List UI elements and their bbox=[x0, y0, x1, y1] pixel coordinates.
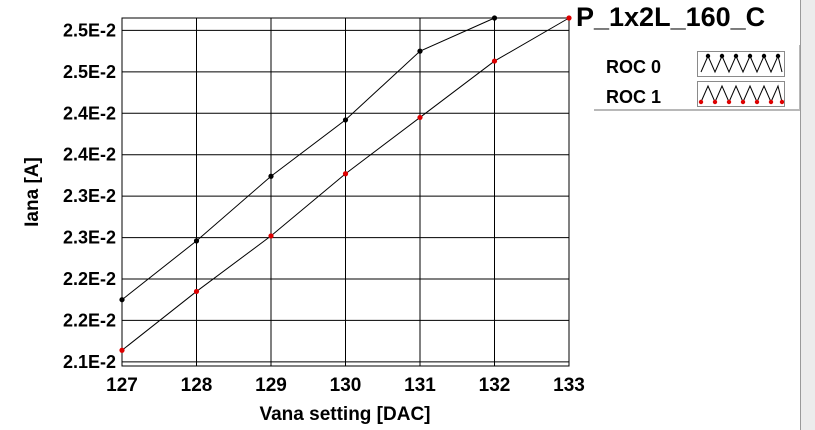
data-point-series-0 bbox=[193, 238, 200, 244]
x-tick-label: 133 bbox=[553, 375, 585, 396]
legend-swatch-roc-0 bbox=[697, 51, 785, 77]
data-point-series-0 bbox=[342, 117, 349, 123]
x-tick-label: 127 bbox=[106, 375, 138, 396]
legend-marker-0 bbox=[761, 53, 767, 59]
legend-label-roc-0: ROC 0 bbox=[606, 57, 662, 77]
legend: ROC 0 ROC 1 bbox=[594, 45, 801, 111]
legend-marker-1 bbox=[698, 99, 704, 105]
y-tick-label: 2.5E-2 bbox=[63, 20, 116, 40]
window-edge-scrollbar[interactable] bbox=[800, 0, 815, 430]
y-tick-label: 2.3E-2 bbox=[63, 186, 116, 206]
data-point-series-0 bbox=[119, 297, 125, 303]
y-tick-label: 2.2E-2 bbox=[63, 310, 116, 330]
y-tick-label: 2.2E-2 bbox=[63, 269, 116, 289]
legend-marker-0 bbox=[775, 53, 781, 59]
tick-layer: 127 128 129 130 131 132 133 2.1E-2 2.2E-2 2.2E-2 2… bbox=[63, 20, 585, 396]
y-tick-label: 2.4E-2 bbox=[63, 103, 116, 123]
data-point-series-0 bbox=[491, 15, 498, 21]
legend-marker-0 bbox=[719, 53, 725, 59]
y-axis-label: Iana [A] bbox=[22, 157, 43, 227]
legend-marker-1 bbox=[779, 99, 784, 105]
y-tick-label: 2.3E-2 bbox=[63, 228, 116, 248]
x-tick-label: 131 bbox=[404, 375, 436, 396]
x-tick-label: 128 bbox=[181, 375, 213, 396]
data-point-series-1 bbox=[268, 233, 274, 239]
y-tick-label: 2.5E-2 bbox=[63, 62, 116, 82]
x-axis-label: Vana setting [DAC] bbox=[259, 404, 430, 425]
legend-line-1 bbox=[700, 84, 783, 104]
x-tick-label: 130 bbox=[330, 375, 362, 396]
legend-marker-0 bbox=[733, 53, 739, 59]
legend-item-roc-1: ROC 1 bbox=[594, 81, 799, 109]
data-point-series-0 bbox=[268, 173, 274, 179]
data-point-series-1 bbox=[566, 15, 572, 21]
x-tick-label: 132 bbox=[479, 375, 511, 396]
grid-layer bbox=[121, 18, 570, 366]
legend-marker-1 bbox=[768, 99, 774, 105]
data-point-series-1 bbox=[193, 288, 200, 295]
legend-marker-1 bbox=[754, 99, 760, 105]
series-layer bbox=[119, 15, 572, 353]
legend-label-roc-1: ROC 1 bbox=[606, 87, 662, 107]
legend-marker-1 bbox=[726, 99, 732, 105]
legend-item-roc-0: ROC 0 bbox=[594, 51, 799, 79]
y-tick-label: 2.4E-2 bbox=[63, 145, 116, 165]
legend-swatch-roc-1 bbox=[697, 81, 785, 107]
data-point-series-1 bbox=[491, 58, 498, 64]
chart-title: P_1x2L_160_C bbox=[576, 2, 766, 32]
legend-marker-0 bbox=[747, 53, 753, 59]
x-tick-label: 129 bbox=[255, 375, 287, 396]
y-tick-label: 2.1E-2 bbox=[63, 352, 116, 372]
data-point-series-1 bbox=[342, 171, 349, 177]
data-point-series-1 bbox=[119, 347, 125, 353]
legend-line-0 bbox=[700, 54, 783, 74]
legend-marker-1 bbox=[712, 99, 718, 105]
series-line-0 bbox=[121, 17, 495, 301]
data-point-series-0 bbox=[417, 48, 423, 54]
legend-marker-0 bbox=[705, 53, 711, 59]
data-point-series-1 bbox=[417, 114, 423, 121]
legend-marker-1 bbox=[740, 99, 746, 105]
